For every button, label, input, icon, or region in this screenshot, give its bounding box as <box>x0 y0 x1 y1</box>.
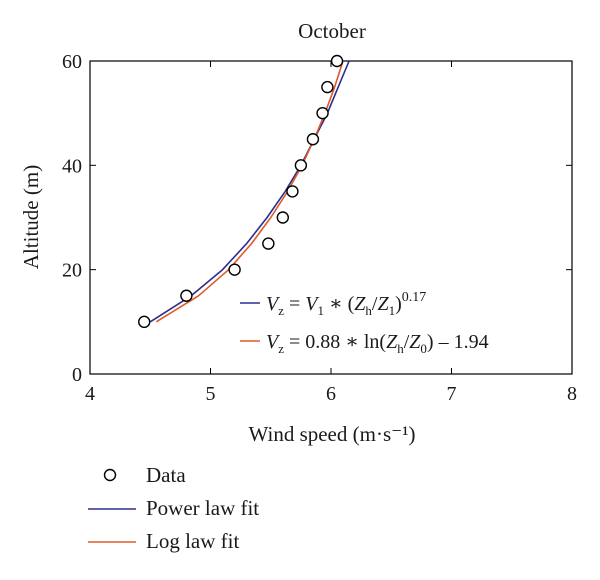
data-point-4 <box>276 211 289 224</box>
data-point-9 <box>321 80 334 94</box>
data-points <box>138 54 344 329</box>
plot-frame <box>89 60 573 375</box>
log-law-equation: Vz = 0.88 ∗ ln(Zh/Z0) – 1.94 <box>240 331 489 356</box>
x-tick-label-3: 7 <box>447 383 457 405</box>
series-lines <box>149 60 350 323</box>
x-tick-label-0: 4 <box>85 383 95 405</box>
data-point-5 <box>286 185 299 198</box>
legend-line-log-law <box>88 541 136 543</box>
y-tick-label-0: 0 <box>72 364 82 386</box>
data-point-1 <box>180 289 193 302</box>
power-law-equation: Vz = V1 ∗ (Zh/Z1)0.17 <box>240 290 426 318</box>
x-tick-label-4: 8 <box>567 383 577 405</box>
x-tick-label-2: 6 <box>326 383 336 405</box>
plot-axes: 4 5 6 7 8 0 20 40 60 <box>62 51 577 405</box>
log-law-equation-text: Vz = 0.88 ∗ ln(Zh/Z0) – 1.94 <box>266 331 489 356</box>
y-tick-label-3: 60 <box>62 51 82 73</box>
y-axis-title: Altitude (m) <box>19 165 43 269</box>
legend-label-power-law: Power law fit <box>146 496 260 520</box>
power-law-equation-text: Vz = V1 ∗ (Zh/Z1)0.17 <box>266 290 426 318</box>
data-point-7 <box>306 133 320 146</box>
legend-marker-circle <box>103 468 117 482</box>
data-point-3 <box>262 237 275 250</box>
legend-label-data: Data <box>146 463 186 487</box>
legend-line-power-law <box>88 508 136 510</box>
data-point-6 <box>294 159 308 172</box>
data-point-0 <box>138 315 151 329</box>
series-line-power-law-fit <box>149 60 350 323</box>
legend-label-log-law: Log law fit <box>146 529 240 553</box>
y-tick-label-1: 20 <box>62 260 82 282</box>
data-point-2 <box>228 263 241 276</box>
data-point-10 <box>330 54 344 68</box>
y-tick-label-2: 40 <box>62 155 82 177</box>
x-tick-label-1: 5 <box>206 383 216 405</box>
series-line-log-law-fit <box>155 60 344 323</box>
x-axis-title: Wind speed (m·s⁻¹) <box>249 422 416 446</box>
data-point-8 <box>316 106 329 120</box>
chart-title: October <box>298 19 366 43</box>
chart-canvas: October 4 5 6 7 8 0 20 40 60 Vz = V1 ∗ (Zh/Z1)0.… <box>19 19 577 446</box>
